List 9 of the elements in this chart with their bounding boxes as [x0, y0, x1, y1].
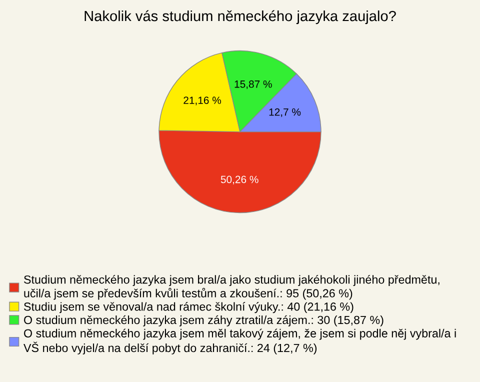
- legend-label: O studium německého jazyka jsem měl takový zájem, že jsem si podle něj vybral/a i VŠ nebo vyjel/a na delší pobyt do zahraničí.: 24 (12,7 %): [24, 328, 456, 354]
- legend-label: Studiu jsem se věnoval/a nad rámec školní výuky.: 40 (21,16 %): [24, 302, 354, 314]
- data-label: 15,87 %: [234, 80, 272, 90]
- data-label: 50,26 %: [220, 176, 258, 184]
- chart-title: Nakolik vás studium německého jazyka zaujalo?: [84, 10, 396, 24]
- legend-label: O studium německého jazyka jsem záhy ztratil/a zájem.: 30 (15,87 %): [24, 315, 384, 326]
- data-label: 21,16 %: [184, 96, 222, 106]
- data-label: 12,7 %: [269, 108, 301, 117]
- legend-label: Studium německého jazyka jsem bral/a jako studium jakéhokoli jiného předmětu, učil/a jsem se především kvůli testům a zkoušení.: 95 (50,26 %): [24, 275, 440, 300]
